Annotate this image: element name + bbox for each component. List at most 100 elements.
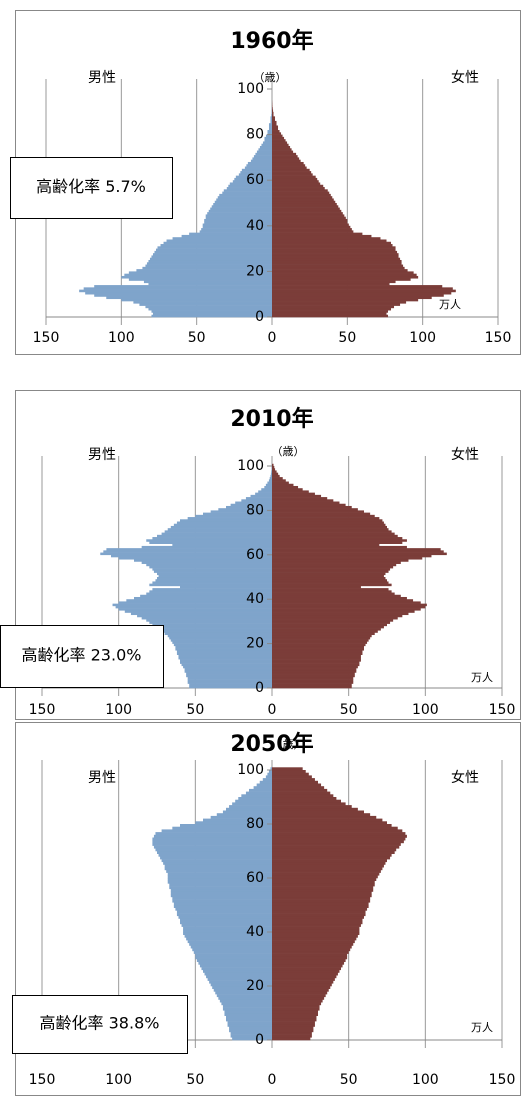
bar xyxy=(172,543,272,547)
bar xyxy=(272,127,279,131)
bar xyxy=(210,207,272,211)
bar xyxy=(222,1007,272,1011)
bar xyxy=(186,937,272,941)
bar xyxy=(272,845,400,849)
bar xyxy=(176,652,272,655)
bar xyxy=(272,477,283,480)
bar xyxy=(272,523,386,527)
bar xyxy=(272,791,331,795)
bar xyxy=(272,818,383,822)
bar xyxy=(157,246,272,249)
bar xyxy=(272,980,334,984)
y-tick-label: 80 xyxy=(246,502,264,518)
bar xyxy=(153,834,272,838)
bar xyxy=(222,810,272,814)
chart-title: 2050年 xyxy=(230,731,313,757)
bar xyxy=(272,770,306,773)
bar xyxy=(217,196,272,199)
bar xyxy=(272,468,276,471)
bar xyxy=(149,621,272,624)
bar xyxy=(272,166,307,170)
bar xyxy=(272,1021,315,1025)
bar xyxy=(155,248,272,252)
bar xyxy=(272,996,325,1000)
bar xyxy=(272,599,414,602)
bar xyxy=(234,177,272,181)
bar xyxy=(272,296,432,300)
bar xyxy=(216,198,272,202)
bar xyxy=(272,654,361,658)
bar xyxy=(272,630,378,633)
bar xyxy=(272,118,276,122)
bar xyxy=(210,510,272,513)
bar xyxy=(272,301,407,304)
bar xyxy=(272,956,348,960)
bar xyxy=(272,218,348,222)
bar xyxy=(272,161,304,165)
bar xyxy=(130,612,272,616)
bar xyxy=(272,921,363,925)
y-tick-label: 80 xyxy=(246,127,264,143)
series-label: 女性 xyxy=(451,769,479,786)
bar xyxy=(272,621,391,624)
bar xyxy=(152,253,272,256)
bar xyxy=(149,565,272,569)
bar xyxy=(272,200,336,204)
bar xyxy=(272,232,363,236)
bar xyxy=(272,488,303,491)
y-tick-label: 0 xyxy=(255,309,264,325)
bar xyxy=(203,512,272,516)
bar xyxy=(272,1031,312,1035)
bar xyxy=(264,136,272,140)
bar xyxy=(272,1002,322,1006)
bar xyxy=(176,913,272,917)
bar xyxy=(272,499,334,502)
bar xyxy=(272,1007,320,1011)
bar xyxy=(170,639,272,642)
bar xyxy=(272,285,443,288)
bar xyxy=(272,561,401,564)
bar xyxy=(202,225,272,229)
bar xyxy=(272,557,423,560)
bar xyxy=(272,180,319,183)
bar xyxy=(272,234,372,238)
x-tick-label: 50 xyxy=(186,702,204,718)
bar xyxy=(146,539,272,542)
bar xyxy=(249,788,272,792)
bar xyxy=(272,605,426,609)
bar xyxy=(272,203,337,206)
bar xyxy=(272,834,407,838)
bar xyxy=(272,139,286,142)
bar xyxy=(218,508,272,511)
bar xyxy=(272,492,315,496)
bar xyxy=(272,994,326,998)
bar xyxy=(272,168,310,172)
bar xyxy=(272,307,392,311)
bar xyxy=(205,216,272,220)
panel-border xyxy=(15,722,521,1096)
bar xyxy=(170,891,272,895)
y-tick-label: 100 xyxy=(237,762,264,778)
bar xyxy=(235,175,272,179)
bar xyxy=(94,285,272,288)
bar xyxy=(272,474,280,478)
bar xyxy=(152,537,272,540)
x-tick-label: 150 xyxy=(489,702,516,718)
bar xyxy=(272,672,355,675)
bar xyxy=(272,223,349,227)
bar xyxy=(152,842,272,846)
bar xyxy=(272,501,340,505)
bar xyxy=(189,685,272,689)
bar xyxy=(272,271,414,274)
bar xyxy=(230,1034,272,1038)
bar xyxy=(203,818,272,822)
bar xyxy=(240,171,272,174)
bar xyxy=(241,168,272,172)
series-label: 男性 xyxy=(88,70,116,86)
bar xyxy=(169,883,272,887)
bar xyxy=(167,528,272,531)
bar xyxy=(272,146,291,149)
bar xyxy=(178,915,272,919)
bar xyxy=(272,616,398,620)
